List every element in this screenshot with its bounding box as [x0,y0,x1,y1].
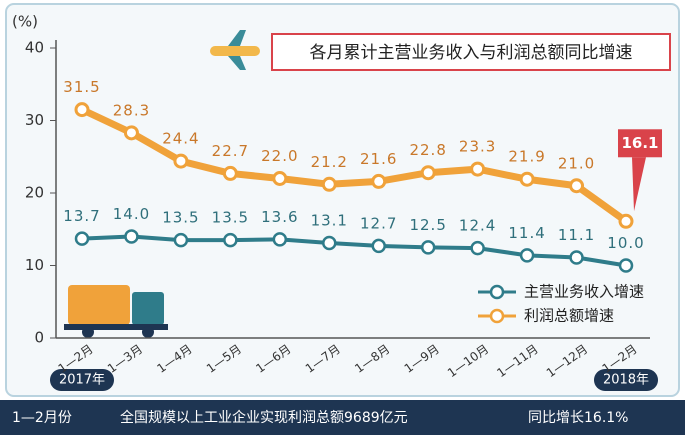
data-label: 21.6 [360,150,397,168]
data-point [274,173,286,185]
y-tick-label: 40 [25,39,44,57]
data-point [373,175,385,187]
data-point [571,252,583,264]
data-label: 13.7 [63,207,100,225]
data-label: 22.7 [212,142,249,160]
data-label: 22.8 [409,141,446,159]
data-point [175,155,187,167]
data-point [274,233,286,245]
data-label: 12.5 [409,216,446,234]
data-point [521,173,533,185]
data-point [76,104,88,116]
y-axis-label: (%) [12,13,38,31]
year-badge: 2018年 [603,373,649,388]
legend-marker [491,286,503,298]
data-label: 31.5 [63,78,100,96]
data-label: 16.1 [621,134,658,152]
data-point [472,163,484,175]
data-label: 10.0 [607,234,644,252]
data-point [323,178,335,190]
data-point [323,237,335,249]
data-point [224,167,236,179]
legend-label: 利润总额增速 [524,307,614,325]
legend-marker [491,310,503,322]
legend-label: 主营业务收入增速 [524,283,644,301]
data-label: 12.7 [360,214,397,232]
data-point [125,231,137,243]
y-tick-label: 30 [25,111,44,129]
y-tick-label: 20 [25,184,44,202]
data-point [224,234,236,246]
data-label: 12.4 [459,217,496,235]
data-label: 21.0 [558,154,595,172]
data-label: 11.4 [508,224,545,242]
data-label: 13.5 [212,209,249,227]
data-label: 14.0 [113,205,150,223]
data-point [521,249,533,261]
data-point [175,234,187,246]
data-label: 13.6 [261,208,298,226]
footer-text: 全国规模以上工业企业实现利润总额9689亿元 [120,409,408,426]
data-label: 23.3 [459,138,496,156]
chart: (%) 各月累计主营业务收入与利润总额同比增速 2017年 2018年 0 10 20… [0,0,685,435]
y-tick-label: 0 [34,329,44,347]
data-label: 21.9 [508,148,545,166]
data-point [472,242,484,254]
data-label: 11.1 [558,226,595,244]
data-label: 21.2 [311,153,348,171]
data-label: 13.5 [162,209,199,227]
data-point [422,167,434,179]
chart-title: 各月累计主营业务收入与利润总额同比增速 [310,43,633,63]
year-badge: 2017年 [59,373,105,388]
y-tick-label: 10 [25,256,44,274]
data-point [125,127,137,139]
data-label: 13.1 [311,212,348,230]
data-point [76,233,88,245]
data-point [620,215,632,227]
data-point [422,241,434,253]
footer-text: 同比增长16.1% [528,410,628,426]
data-label: 22.0 [261,147,298,165]
data-point [571,180,583,192]
data-label: 24.4 [162,130,199,148]
data-point [620,260,632,272]
footer-text: 1—2月份 [12,410,72,426]
data-label: 28.3 [113,101,150,119]
data-point [373,240,385,252]
